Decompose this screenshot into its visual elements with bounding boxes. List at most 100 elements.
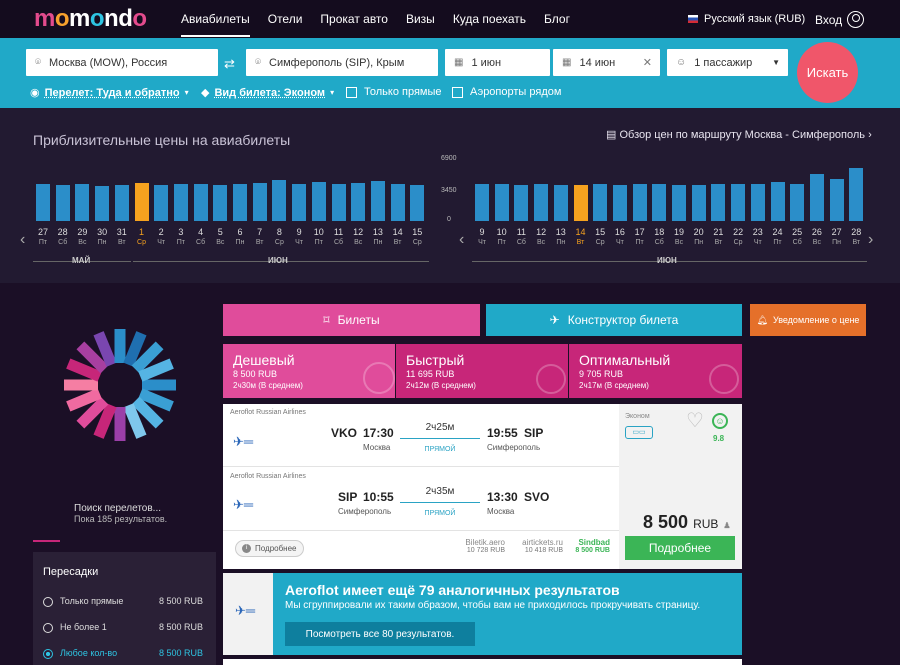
day-number: 17 — [634, 227, 645, 237]
price-bar[interactable] — [652, 183, 667, 221]
next-result-card[interactable] — [223, 659, 742, 665]
price-bar[interactable] — [849, 168, 864, 221]
day-number: 24 — [772, 227, 783, 237]
ticket-icon: ◆ — [201, 87, 210, 99]
price-bar[interactable] — [370, 180, 385, 221]
departure-date-field[interactable]: ▦ 1 июн — [445, 49, 550, 76]
clear-icon[interactable]: ✕ — [642, 57, 652, 69]
view-all-results-button[interactable]: Посмотреть все 80 результатов. — [285, 622, 475, 646]
route-price-link[interactable]: ▤ Обзор цен по маршруту Москва - Симферо… — [606, 129, 872, 141]
price-bar[interactable] — [173, 183, 188, 221]
favorite-heart-icon[interactable]: ♡ — [686, 410, 704, 432]
price-bar[interactable] — [154, 185, 169, 221]
agent-sindbad[interactable]: Sindbad 8 500 RUB — [565, 538, 610, 554]
nav-hotels[interactable]: Отели — [267, 12, 303, 26]
smiley-icon — [709, 364, 739, 394]
price-bar[interactable] — [193, 183, 208, 221]
price-bar[interactable] — [790, 183, 805, 221]
day-number: 27 — [831, 227, 842, 237]
price-bar[interactable] — [95, 186, 110, 221]
nav-visas[interactable]: Визы — [405, 12, 435, 26]
sort-title: Дешевый — [233, 352, 295, 368]
location-pin-icon: ⌾ — [255, 57, 261, 68]
spinner-segment — [138, 388, 174, 412]
price-bar[interactable] — [75, 183, 90, 221]
price-bar[interactable] — [691, 185, 706, 221]
view-deal-button[interactable]: Подробнее — [625, 536, 735, 560]
stops-option-any[interactable]: Любое кол-во 8 500 RUB — [43, 648, 203, 659]
price-bar[interactable] — [252, 183, 267, 221]
stops-option-price: 8 500 RUB — [158, 596, 203, 606]
price-bar[interactable] — [134, 183, 149, 221]
price-value: 8 500 RUB ♟ — [643, 512, 731, 533]
tab-ticket-builder[interactable]: ✈ Конструктор билета — [486, 304, 742, 336]
price-bar[interactable] — [514, 185, 529, 221]
price-bar[interactable] — [351, 183, 366, 221]
price-bar[interactable] — [475, 183, 489, 221]
origin-field[interactable]: ⌾ Москва (MOW), Россия — [26, 49, 218, 76]
price-bar[interactable] — [410, 185, 425, 221]
ticket-class-dropdown[interactable]: ◆ Вид билета: Эконом ▾ — [201, 86, 334, 100]
left-arrow-icon[interactable]: ‹ — [20, 231, 26, 248]
stops-option-direct[interactable]: Только прямые 8 500 RUB — [43, 596, 203, 607]
passengers-field[interactable]: ☺ 1 пассажир ▼ — [667, 49, 788, 76]
price-bar[interactable] — [534, 183, 549, 221]
tab-tickets[interactable]: ⌑ Билеты — [223, 304, 480, 336]
price-bar[interactable] — [672, 185, 686, 221]
price-bar[interactable] — [809, 174, 824, 221]
price-bar[interactable] — [750, 183, 765, 221]
sort-cheapest[interactable]: Дешевый 8 500 RUB 2ч30м (В среднем) — [223, 344, 395, 398]
stops-option-max-one[interactable]: Не более 1 8 500 RUB — [43, 622, 203, 633]
price-bar[interactable] — [292, 183, 307, 221]
search-button[interactable]: Искать — [797, 42, 858, 103]
price-bar[interactable] — [36, 183, 50, 221]
language-selector[interactable]: Русский язык (RUB) — [688, 13, 805, 25]
price-bar[interactable] — [233, 183, 247, 221]
price-bar[interactable] — [711, 183, 726, 221]
price-bar[interactable] — [390, 183, 405, 221]
nav-car-rental[interactable]: Прокат авто — [320, 12, 388, 26]
radio-icon — [43, 596, 53, 607]
agent-biletik[interactable]: Biletik.aero 10 728 RUB — [455, 538, 505, 554]
nav-blog[interactable]: Блог — [544, 12, 570, 26]
price-alert-button[interactable]: 🔔︎ Уведомление о цене — [750, 304, 866, 336]
price-bar[interactable] — [553, 185, 568, 221]
price-bar[interactable] — [331, 183, 346, 221]
price-bar[interactable] — [731, 183, 746, 221]
nav-destinations[interactable]: Куда поехать — [452, 12, 527, 26]
login-button[interactable]: Вход — [815, 11, 865, 28]
right-arrow-icon[interactable]: › — [868, 231, 874, 248]
price-bar[interactable] — [494, 183, 509, 221]
stopwatch-icon — [536, 364, 566, 394]
price-bar[interactable] — [593, 183, 608, 221]
trip-type-dropdown[interactable]: ◉ Перелет: Туда и обратно ▾ — [30, 86, 189, 100]
nav-flights[interactable]: Авиабилеты — [181, 12, 250, 37]
price-bar[interactable] — [272, 180, 287, 221]
price-bar[interactable] — [770, 182, 785, 221]
sort-optimal[interactable]: Оптимальный 9 705 RUB 2ч17м (В среднем) — [569, 344, 742, 398]
flight-result-card[interactable]: Aeroflot Russian Airlines ✈═ VKO 17:30 М… — [223, 404, 742, 569]
nearby-airports-checkbox[interactable]: Аэропорты рядом — [452, 86, 561, 98]
price-bar[interactable] — [612, 185, 627, 221]
price-bar[interactable] — [55, 185, 70, 221]
direct-only-checkbox[interactable]: Только прямые — [346, 86, 442, 98]
momondo-logo[interactable]: momondo — [34, 5, 147, 32]
swap-icon[interactable]: ⇄ — [224, 56, 235, 71]
price-bar[interactable] — [311, 182, 326, 221]
price-bar[interactable] — [573, 185, 588, 221]
day-number: 3 — [178, 227, 184, 237]
left-arrow-icon[interactable]: ‹ — [459, 231, 465, 248]
return-origin-city: Симферополь — [338, 507, 392, 516]
price-bar[interactable] — [632, 183, 647, 221]
destination-field[interactable]: ⌾ Симферополь (SIP), Крым — [246, 49, 438, 76]
sort-fastest[interactable]: Быстрый 11 695 RUB 2ч12м (В среднем) — [396, 344, 568, 398]
price-bar[interactable] — [114, 185, 129, 221]
details-toggle[interactable]: i Подробнее — [235, 540, 304, 557]
day-weekday: Вт — [714, 239, 723, 246]
day-weekday: Вт — [393, 239, 402, 246]
agent-airtickets[interactable]: airtickets.ru 10 418 RUB — [511, 538, 563, 554]
day-weekday: Сб — [196, 239, 206, 246]
return-date-field[interactable]: ▦ 14 июн ✕ — [553, 49, 660, 76]
price-bar[interactable] — [213, 185, 228, 221]
price-bar[interactable] — [829, 179, 844, 221]
